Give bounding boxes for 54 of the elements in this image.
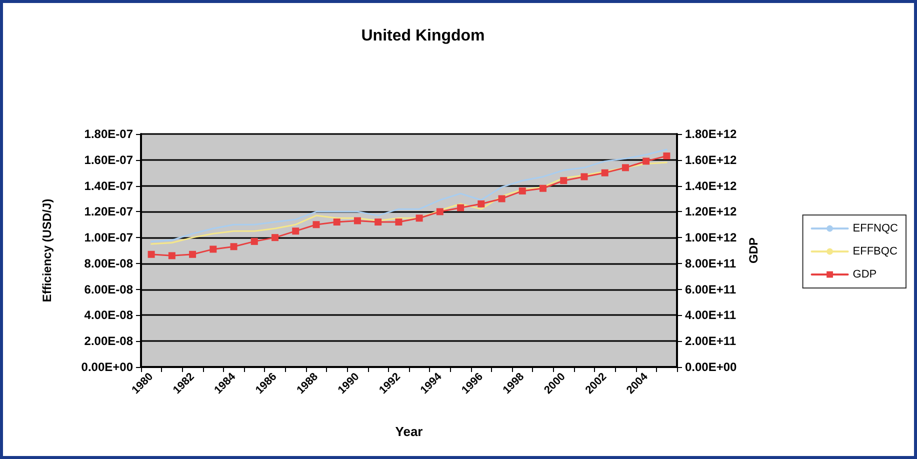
point: [601, 169, 608, 176]
y2-tick-label: 1.80E+12: [685, 127, 738, 141]
y2-tick-label: 1.20E+12: [685, 204, 738, 219]
point: [354, 217, 361, 224]
point: [210, 246, 217, 253]
point: [416, 214, 423, 222]
y-tick-label: 1.80E-07: [84, 127, 134, 141]
line-series: [150, 148, 668, 242]
y2-tick-label: 2.00E+11: [685, 334, 736, 348]
point: [272, 234, 278, 242]
point: [230, 243, 238, 250]
point: [312, 221, 320, 228]
point: [498, 195, 506, 202]
legend-label: EFFBQC: [852, 246, 898, 258]
point: [333, 218, 340, 226]
point: [374, 218, 382, 226]
point: [540, 184, 546, 192]
point: [436, 208, 444, 216]
y2-tick-label: 8.00E+11: [685, 256, 736, 270]
y2-tick-label: 1.40E+12: [685, 178, 738, 193]
y-tick-label: 8.00E-08: [84, 256, 134, 270]
y2-tick-label: 0.00E+00: [685, 360, 738, 374]
point: [478, 200, 485, 208]
y2-tick-label: 4.00E+11: [685, 308, 736, 322]
y2-tick-label: 6.00E+11: [685, 282, 736, 296]
y-tick-label: 1.00E-07: [84, 230, 134, 245]
point: [250, 238, 258, 245]
y-tick-label: 0.00E+00: [81, 360, 134, 374]
point: [168, 252, 176, 260]
point: [395, 218, 402, 226]
legend-label: GDP: [852, 268, 877, 280]
point: [189, 250, 196, 258]
y-tick-label: 1.40E-07: [84, 178, 134, 193]
point: [580, 173, 588, 180]
y2-axis-title: GDP: [746, 237, 761, 264]
y-tick-label: 2.00E-08: [84, 334, 134, 348]
point: [560, 177, 568, 184]
legend-label: EFFNQC: [852, 222, 898, 234]
y-tick-label: 1.60E-07: [84, 152, 134, 167]
point: [642, 158, 650, 165]
y-tick-label: 6.00E-08: [84, 282, 134, 296]
x-axis-title: Year: [395, 424, 423, 439]
y-axis-title: Efficiency (USD/J): [40, 198, 54, 302]
y2-tick-label: 1.60E+12: [685, 152, 738, 167]
y-tick-label: 1.20E-07: [84, 204, 134, 219]
y-tick-label: 4.00E-08: [84, 308, 134, 322]
point: [663, 152, 670, 160]
chart-title: United Kingdom: [361, 28, 485, 44]
y2-tick-label: 1.00E+12: [685, 230, 738, 245]
point: [148, 250, 155, 258]
point: [622, 164, 629, 172]
point: [292, 228, 300, 235]
point: [457, 204, 464, 212]
point: [518, 187, 526, 194]
